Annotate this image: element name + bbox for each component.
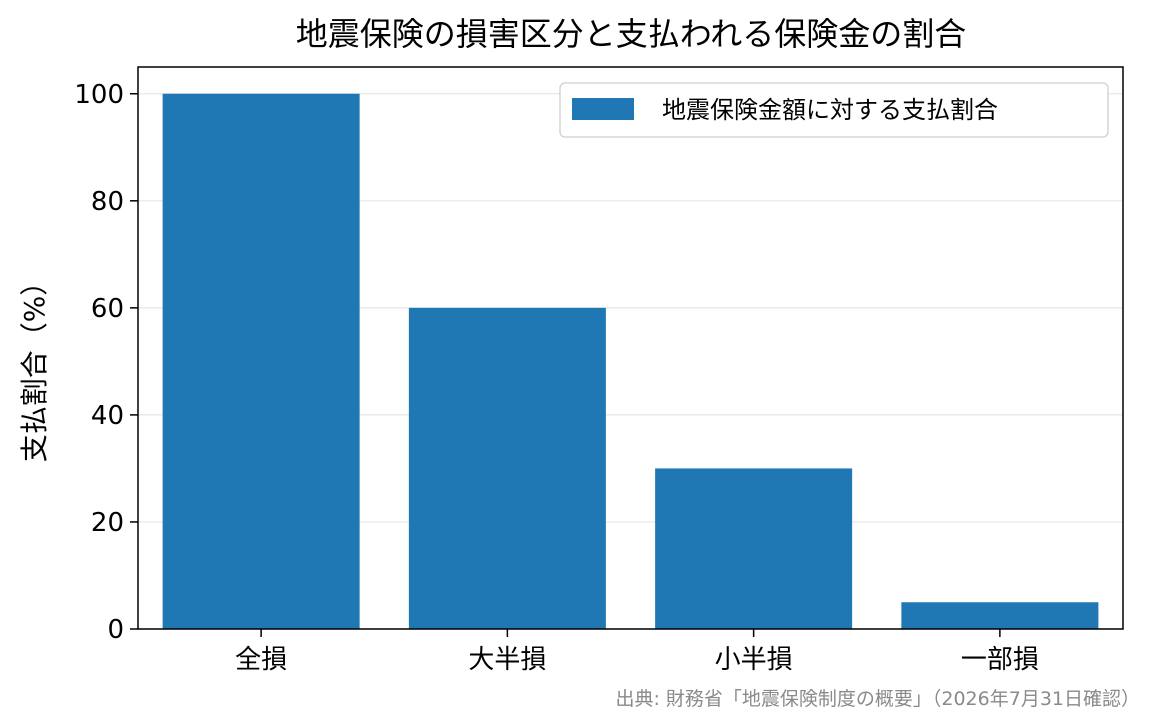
legend: 地震保険金額に対する支払割合 — [559, 82, 1109, 138]
y-tick-label: 80 — [91, 187, 124, 217]
bar — [162, 93, 360, 629]
y-tick-label: 20 — [91, 508, 124, 538]
legend-label: 地震保険金額に対する支払割合 — [662, 96, 998, 124]
x-tick-label: 大半損 — [468, 645, 546, 675]
chart-title: 地震保険の損害区分と支払われる保険金の割合 — [296, 15, 966, 53]
plot-area-frame — [137, 66, 1124, 630]
y-tick-label: 40 — [91, 401, 124, 431]
legend-box — [559, 82, 1109, 138]
axis-ticks: 0 20 40 60 80 100 全損 大半損 小半損 一部損 — [74, 80, 1039, 675]
y-axis-title: 支払割合（%） — [18, 268, 51, 463]
y-tick-label: 100 — [74, 80, 124, 110]
bar — [901, 602, 1099, 629]
y-tick-label: 0 — [107, 615, 124, 645]
legend-swatch — [572, 98, 634, 120]
x-tick-label: 小半損 — [715, 645, 793, 675]
bars — [162, 93, 1099, 629]
bar — [408, 307, 606, 629]
x-tick-label: 一部損 — [961, 645, 1039, 675]
bar — [655, 468, 853, 629]
y-tick-label: 60 — [91, 294, 124, 324]
source-note: 出典: 財務省「地震保険制度の概要」（2026年7月31日確認） — [615, 688, 1140, 710]
x-tick-label: 全損 — [235, 645, 287, 675]
